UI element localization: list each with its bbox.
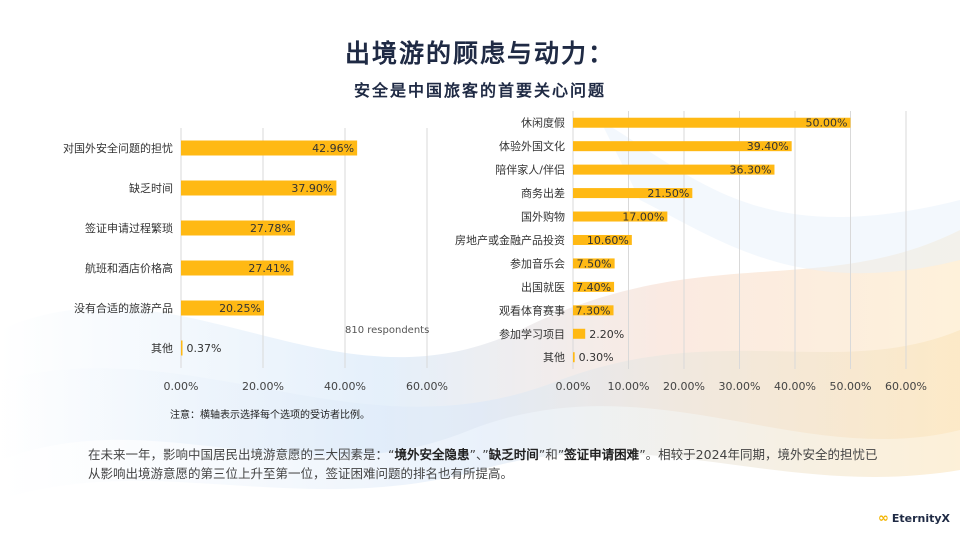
- motivations-value-label: 10.60%: [587, 234, 629, 247]
- motivations-tick-label: 40.00%: [774, 380, 816, 393]
- concerns-bar: [181, 180, 337, 196]
- summary-text: ”、”: [469, 447, 489, 462]
- summary-text: ”。相较于2024年同期，境外安全的担忧已从影响出境游意愿的第三位上升至第一位，…: [88, 447, 878, 481]
- motivations-value-label: 17.00%: [622, 211, 664, 224]
- concerns-category-label: 航班和酒店价格高: [85, 261, 173, 275]
- summary-highlight-time: 缺乏时间: [488, 447, 539, 462]
- motivations-bar: [573, 328, 586, 339]
- motivations-value-label: 50.00%: [806, 117, 848, 130]
- motivations-tick-label: 20.00%: [663, 380, 705, 393]
- concerns-bar: [181, 300, 265, 316]
- concerns-value-label: 0.37%: [187, 342, 222, 355]
- concerns-bar: [181, 140, 358, 156]
- motivations-tick-label: 0.00%: [556, 380, 591, 393]
- concerns-category-label: 其他: [151, 342, 173, 355]
- concerns-value-label: 27.41%: [248, 262, 290, 275]
- summary-highlight-visa: 签证申请困难: [564, 447, 640, 462]
- motivations-category-label: 陪伴家人/伴侣: [495, 163, 565, 177]
- motivations-tick-label: 10.00%: [608, 380, 650, 393]
- summary-text: ”和”: [538, 447, 565, 462]
- motivations-tick-label: 50.00%: [830, 380, 872, 393]
- concerns-tick-label: 40.00%: [324, 380, 366, 393]
- motivations-bar: [573, 281, 615, 292]
- motivations-bar: [573, 141, 792, 152]
- concerns-value-label: 37.90%: [291, 182, 333, 195]
- concerns-tick-label: 60.00%: [406, 380, 448, 393]
- motivations-value-label: 0.30%: [579, 351, 614, 364]
- motivations-value-label: 2.20%: [589, 328, 624, 341]
- axis-note: 注意：横轴表示选择每个选项的受访者比例。: [170, 410, 370, 421]
- motivations-category-label: 参加音乐会: [510, 256, 565, 270]
- concerns-category-label: 签证申请过程繁琐: [85, 221, 173, 235]
- concerns-bar: [181, 340, 183, 356]
- concerns-tick-label: 0.00%: [164, 380, 199, 393]
- motivations-tick-label: 30.00%: [719, 380, 761, 393]
- page-title: 出境游的顾虑与动力：: [344, 39, 615, 68]
- motivations-category-label: 国外购物: [521, 210, 565, 224]
- concerns-category-label: 缺乏时间: [129, 181, 173, 195]
- infinity-logo-icon: ∞: [878, 511, 889, 526]
- motivations-bar: [573, 352, 575, 363]
- respondents-count: 810 respondents: [345, 325, 430, 336]
- logo-text: EternityX: [891, 512, 951, 525]
- motivations-category-label: 休闲度假: [521, 116, 565, 130]
- motivations-category-label: 其他: [543, 351, 565, 364]
- motivations-tick-label: 60.00%: [885, 380, 927, 393]
- summary-text: 在未来一年，影响中国居民出境游意愿的三大因素是：“: [88, 447, 395, 462]
- concerns-bar: [181, 260, 294, 276]
- motivations-category-label: 观看体育赛事: [499, 303, 565, 317]
- motivations-category-label: 体验外国文化: [499, 139, 565, 153]
- motivations-category-label: 房地产或金融产品投资: [455, 233, 565, 247]
- motivations-value-label: 7.30%: [576, 304, 611, 317]
- concerns-tick-label: 20.00%: [242, 380, 284, 393]
- motivations-bar: [573, 211, 668, 222]
- motivations-bar: [573, 188, 693, 199]
- motivations-category-label: 参加学习项目: [499, 327, 565, 341]
- motivations-value-label: 7.50%: [577, 257, 612, 270]
- concerns-bar: [181, 220, 295, 236]
- motivations-value-label: 7.40%: [576, 281, 611, 294]
- motivations-bar: [573, 117, 851, 128]
- motivations-value-label: 21.50%: [647, 187, 689, 200]
- motivations-category-label: 出国就医: [521, 280, 565, 294]
- concerns-value-label: 27.78%: [250, 222, 292, 235]
- motivations-bar: [573, 305, 614, 316]
- concerns-category-label: 没有合适的旅游产品: [74, 301, 173, 315]
- motivations-bar: [573, 164, 775, 175]
- concerns-value-label: 42.96%: [312, 142, 354, 155]
- motivations-value-label: 39.40%: [747, 140, 789, 153]
- motivations-bar: [573, 234, 632, 245]
- motivations-value-label: 36.30%: [730, 164, 772, 177]
- summary-highlight-safety: 境外安全隐患: [394, 447, 470, 462]
- concerns-category-label: 对国外安全问题的担忧: [63, 141, 173, 155]
- motivations-category-label: 商务出差: [521, 186, 565, 200]
- page-subtitle: 安全是中国旅客的首要关心问题: [353, 81, 606, 100]
- summary-paragraph: 在未来一年，影响中国居民出境游意愿的三大因素是：“境外安全隐患”、”缺乏时间”和…: [88, 445, 888, 483]
- motivations-bar: [573, 258, 615, 269]
- concerns-value-label: 20.25%: [219, 302, 261, 315]
- eternityx-logo: ∞ EternityX: [878, 511, 950, 526]
